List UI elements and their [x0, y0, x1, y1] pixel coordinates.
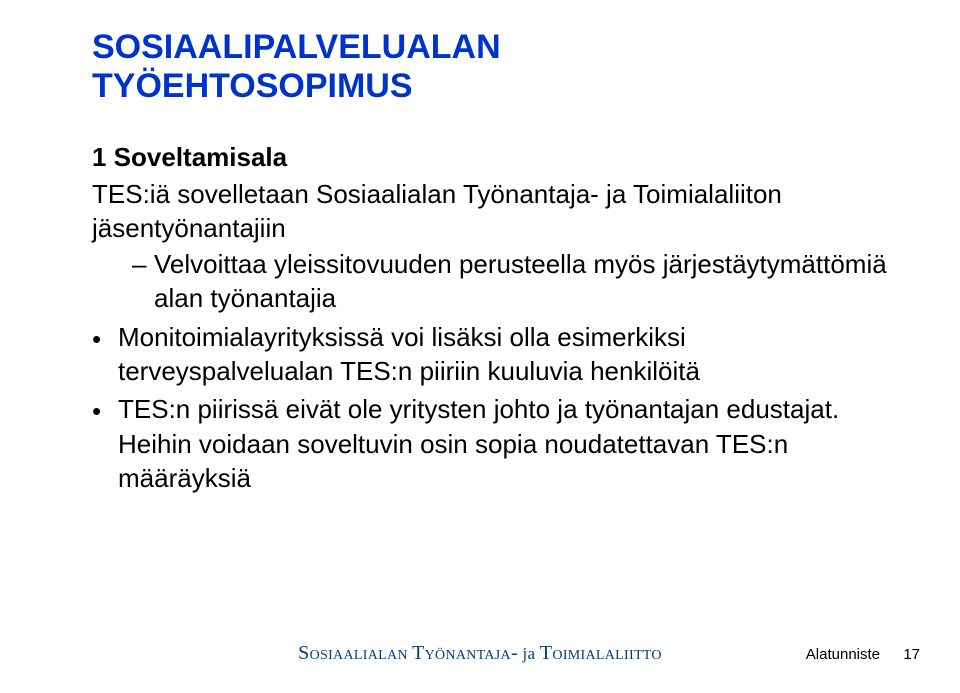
slide: SOSIAALIPALVELUALAN TYÖEHTOSOPIMUS 1 Sov… [0, 0, 960, 693]
footer-org-and: ja [518, 644, 540, 663]
slide-body: 1 Soveltamisala TES:iä sovelletaan Sosia… [92, 140, 890, 495]
bullet-item-2: • TES:n piirissä eivät ole yritysten joh… [92, 392, 890, 495]
bullet-item-1: • Monitoimialayrityksissä voi lisäksi ol… [92, 320, 890, 389]
section-heading: 1 Soveltamisala [92, 140, 890, 174]
bullet-text-2: TES:n piirissä eivät ole yritysten johto… [118, 392, 890, 495]
footer-org-part2: Työnantaja- [412, 642, 518, 664]
dash-icon: – [132, 247, 154, 281]
bullet-text-1: Monitoimialayrityksissä voi lisäksi olla… [118, 320, 890, 389]
title-line-2: TYÖEHTOSOPIMUS [92, 67, 413, 105]
footer-page-number: 17 [903, 646, 920, 663]
bullet-icon: • [92, 320, 118, 356]
footer-note: Alatunniste [806, 646, 880, 663]
dash-item-1: – Velvoittaa yleissitovuuden perusteella… [132, 247, 890, 316]
footer-org-part1: Sosiaalialan [298, 642, 408, 664]
title-line-1: SOSIAALIPALVELUALAN [92, 28, 501, 66]
footer-org-part3: Toimialaliitto [540, 642, 662, 664]
dash-text-1: Velvoittaa yleissitovuuden perusteella m… [154, 247, 890, 316]
bullet-icon: • [92, 392, 118, 428]
slide-title: SOSIAALIPALVELUALAN TYÖEHTOSOPIMUS [92, 28, 890, 106]
intro-paragraph: TES:iä sovelletaan Sosiaalialan Työnanta… [92, 177, 890, 246]
footer: Sosiaalialan Työnantaja- ja Toimialaliit… [0, 631, 960, 671]
